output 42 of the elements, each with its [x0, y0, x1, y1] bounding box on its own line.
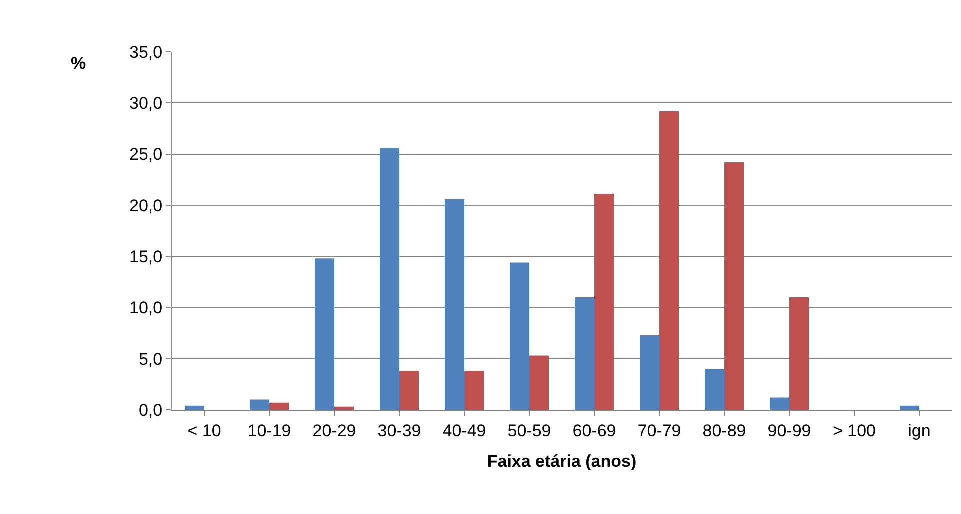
bar — [380, 148, 400, 410]
bar — [724, 162, 744, 410]
x-tick-label: 60-69 — [572, 421, 616, 440]
y-tick-label: 35,0 — [130, 42, 163, 62]
bar — [464, 371, 484, 410]
bar — [640, 335, 660, 410]
bar — [185, 406, 204, 410]
y-tick-label: 20,0 — [130, 196, 163, 216]
x-tick-label: 40-49 — [442, 421, 486, 440]
bar — [510, 262, 530, 410]
bar — [334, 406, 354, 410]
bar — [270, 402, 289, 410]
y-tick-label: 25,0 — [130, 145, 163, 164]
bar — [575, 297, 594, 410]
bar — [250, 400, 270, 410]
x-tick-label: 50-59 — [508, 421, 552, 440]
bar — [790, 297, 809, 410]
y-tick-label: 15,0 — [130, 248, 163, 267]
y-tick-label: 30,0 — [130, 94, 163, 114]
x-tick-label: < 10 — [188, 421, 222, 440]
x-tick-label: 10-19 — [248, 421, 292, 440]
y-tick-label: 10,0 — [130, 298, 163, 318]
bar — [705, 369, 724, 410]
x-tick-label: 90-99 — [768, 421, 812, 440]
bar — [900, 406, 920, 410]
bar — [445, 199, 464, 410]
y-axis-title: % — [71, 54, 86, 73]
x-tick-label: 80-89 — [702, 421, 746, 440]
bar — [660, 111, 679, 410]
x-tick-label: 70-79 — [638, 421, 682, 440]
x-tick-label: ign — [908, 421, 931, 440]
bar — [400, 371, 419, 410]
y-tick-label: 0,0 — [138, 400, 163, 420]
bar — [315, 258, 334, 410]
x-tick-label: > 100 — [832, 421, 876, 440]
x-tick-label: 30-39 — [378, 421, 422, 440]
bar — [770, 398, 790, 410]
bar — [530, 356, 549, 410]
x-tick-label: 20-29 — [312, 421, 356, 440]
x-axis-title: Faixa etária (anos) — [487, 452, 637, 471]
bar — [594, 194, 614, 410]
y-tick-label: 5,0 — [138, 350, 163, 369]
